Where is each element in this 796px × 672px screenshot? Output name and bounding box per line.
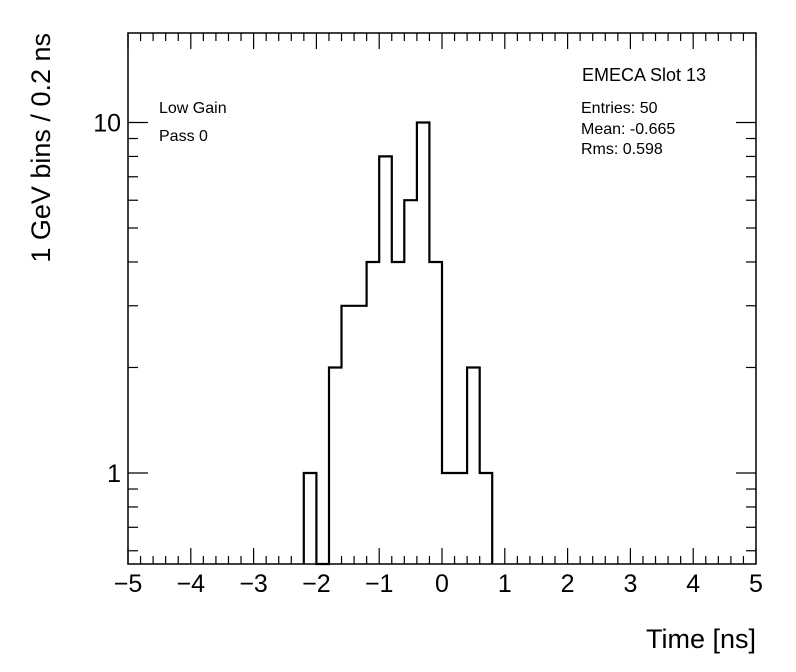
x-tick-label: 0 xyxy=(435,570,449,598)
x-tick-label: 4 xyxy=(686,570,700,598)
label-pass: Pass 0 xyxy=(159,128,208,145)
label-gain: Low Gain xyxy=(159,100,227,117)
x-axis-label: Time [ns] xyxy=(646,624,756,654)
stats-mean: Mean: -0.665 xyxy=(581,121,675,138)
y-tick-label: 1 xyxy=(107,460,121,488)
x-tick-label: 3 xyxy=(623,570,637,598)
x-tick-label: 5 xyxy=(749,570,763,598)
x-tick-label: −5 xyxy=(114,570,143,598)
x-tick-label: 2 xyxy=(561,570,575,598)
y-axis-label: 1 GeV bins / 0.2 ns xyxy=(26,33,56,263)
y-tick-label: 10 xyxy=(93,109,121,137)
chart-title: EMECA Slot 13 xyxy=(582,65,706,85)
x-tick-label: −3 xyxy=(239,570,268,598)
histogram-outline xyxy=(302,121,494,566)
x-tick-label: 1 xyxy=(498,570,512,598)
x-tick-label: −4 xyxy=(177,570,206,598)
stats-entries: Entries: 50 xyxy=(581,100,658,117)
x-tick-labels: −5 −4 −3 −2 −1 0 1 2 3 4 5 xyxy=(114,570,763,598)
x-tick-label: −1 xyxy=(365,570,394,598)
x-tick-label: −2 xyxy=(302,570,331,598)
stats-rms: Rms: 0.598 xyxy=(581,141,663,158)
y-tick-labels: 1 10 xyxy=(93,109,121,488)
